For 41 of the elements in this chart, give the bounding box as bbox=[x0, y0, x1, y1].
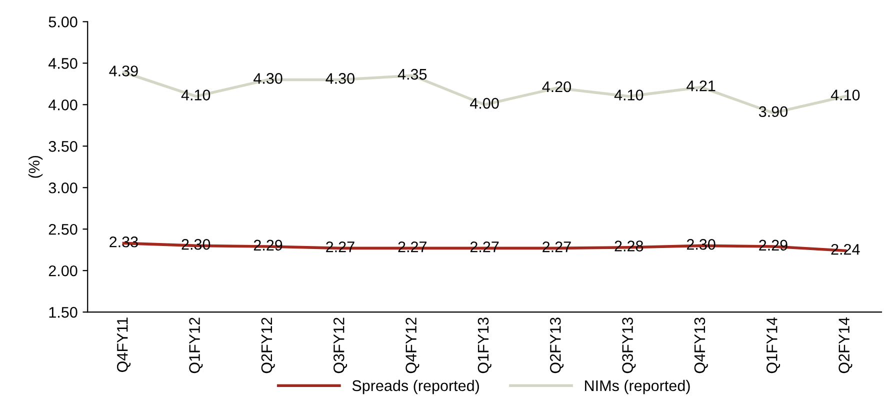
data-label: 4.10 bbox=[181, 90, 210, 100]
x-tick-label: Q2FY14 bbox=[838, 317, 852, 374]
x-tick-label: Q1FY14 bbox=[766, 317, 780, 374]
y-tick-label: 1.50 bbox=[49, 306, 78, 318]
data-label: 4.20 bbox=[542, 81, 571, 92]
data-label: 4.35 bbox=[398, 68, 427, 80]
data-label: 2.27 bbox=[470, 241, 499, 252]
x-tick-label: Q4FY12 bbox=[406, 318, 420, 374]
data-label: 4.21 bbox=[686, 80, 716, 92]
data-label: 4.10 bbox=[830, 90, 860, 100]
data-label: 2.30 bbox=[182, 238, 210, 250]
legend-label: Spreads (reported) bbox=[352, 380, 479, 394]
y-axis-title: (%) bbox=[28, 156, 43, 178]
data-label: 4.30 bbox=[254, 73, 282, 84]
x-tick-label: Q3FY12 bbox=[333, 318, 348, 374]
data-label: 2.27 bbox=[326, 241, 354, 252]
y-tick-label: 3.50 bbox=[48, 140, 78, 152]
y-tick-label: 4.00 bbox=[48, 100, 78, 110]
x-tick-label: Q1FY13 bbox=[478, 318, 492, 374]
x-tick-label: Q2FY12 bbox=[261, 318, 275, 374]
y-tick-label: 2.00 bbox=[48, 265, 78, 276]
x-tick-label: Q4FY13 bbox=[694, 318, 708, 374]
legend-label: NIMs (reported) bbox=[585, 380, 690, 394]
x-tick-label: Q3FY13 bbox=[622, 318, 636, 374]
x-tick-label: Q4FY11 bbox=[116, 318, 131, 372]
data-label: 4.30 bbox=[326, 73, 354, 84]
y-tick-label: 4.50 bbox=[48, 58, 78, 69]
y-tick-label: 5.00 bbox=[48, 16, 78, 28]
data-label: 3.90 bbox=[758, 106, 788, 118]
data-label: 4.39 bbox=[109, 66, 138, 76]
data-label: 4.10 bbox=[614, 90, 644, 100]
data-label: 4.00 bbox=[470, 98, 499, 109]
data-label: 2.27 bbox=[542, 241, 571, 252]
y-tick-label: 2.50 bbox=[48, 224, 78, 235]
y-tick-label: 3.00 bbox=[48, 182, 78, 194]
x-tick-label: Q2FY13 bbox=[550, 318, 564, 374]
x-tick-label: Q1FY12 bbox=[189, 318, 203, 374]
data-label: 2.33 bbox=[110, 236, 138, 248]
data-label: 2.27 bbox=[398, 241, 426, 252]
data-label: 2.30 bbox=[686, 238, 716, 250]
data-label: 2.24 bbox=[831, 244, 860, 255]
